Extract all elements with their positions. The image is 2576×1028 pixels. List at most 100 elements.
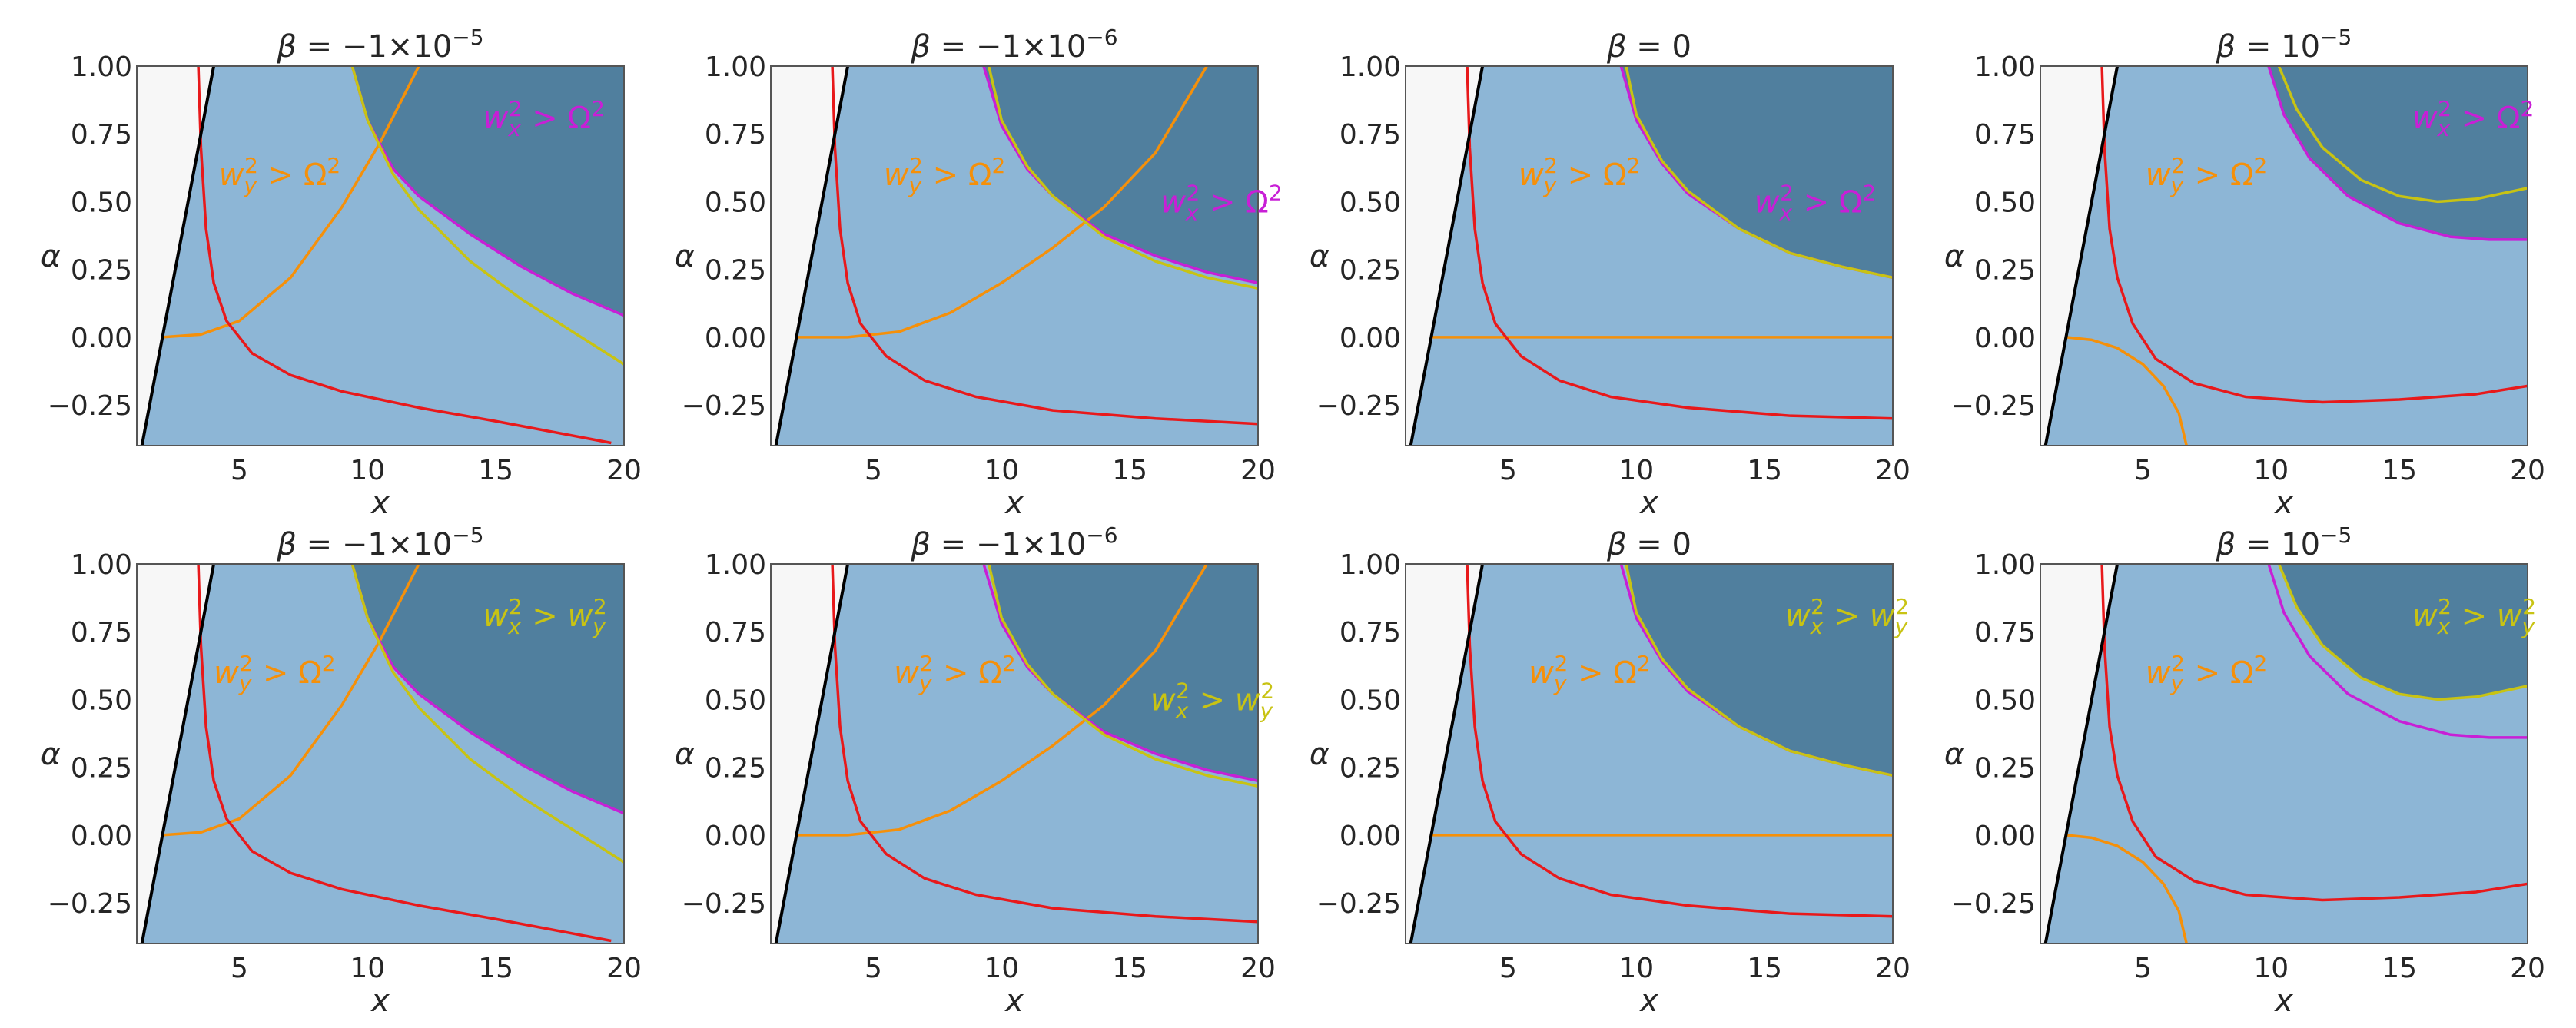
curve-orange	[2066, 834, 2188, 943]
panel-r2c4: 5 10 15 20 −0.25 0.00 0.25 0.50 0.75 1.00 x α β = 10…	[1944, 522, 2545, 1019]
x-tick-label: 5	[1499, 455, 1517, 486]
plot-area	[771, 564, 1258, 943]
panel-title: β = −1×10−5	[276, 25, 483, 65]
curve-black	[774, 564, 850, 943]
y-tick-label: 1.00	[705, 549, 766, 581]
plot-area	[2040, 66, 2528, 446]
y-tick-label: 0.75	[1339, 119, 1401, 151]
region-annotation: wx2 > wy2	[1785, 594, 1909, 639]
dark-region	[988, 564, 1258, 781]
axes-frame	[1405, 65, 1894, 446]
curve-red	[197, 564, 612, 943]
x-tick-label: 20	[606, 953, 642, 984]
curve-orange	[796, 66, 1208, 339]
y-tick-label: −0.25	[48, 888, 132, 920]
y-tick-label: 0.50	[705, 187, 766, 218]
x-tick-label: 15	[478, 953, 513, 984]
y-axis-label: α	[41, 737, 61, 772]
panel-r1c2: 5 10 15 20 −0.25 0.00 0.25 0.50 0.75 1.00 x α β = −1…	[675, 25, 1283, 521]
y-tick-label: 0.25	[1974, 255, 2036, 287]
curve-black	[2043, 66, 2120, 446]
curve-black	[2043, 564, 2120, 943]
x-tick-label: 20	[2510, 953, 2545, 984]
y-tick-label: 0.00	[1974, 821, 2036, 852]
panel-r2c2: 5 10 15 20 −0.25 0.00 0.25 0.50 0.75 1.00 x α β = −1…	[675, 522, 1276, 1019]
axes-frame	[136, 563, 625, 944]
y-tick-label: 0.75	[1339, 617, 1401, 648]
y-tick-label: 0.50	[1974, 685, 2036, 716]
x-tick-label: 10	[984, 953, 1019, 984]
x-axis-label: x	[370, 486, 390, 521]
x-tick-label: 15	[2382, 953, 2417, 984]
axes-frame	[770, 563, 1259, 944]
plot-area	[771, 66, 1258, 446]
panel-r1c1: 5 10 15 20 −0.25 0.00 0.25 0.50 0.75 1.00 x α β = −1…	[41, 25, 642, 521]
y-tick-label: −0.25	[682, 390, 766, 422]
y-tick-label: 1.00	[1339, 51, 1401, 83]
x-tick-label: 10	[2253, 953, 2289, 984]
y-tick-label: 0.25	[1339, 255, 1401, 287]
y-tick-label: 1.00	[71, 51, 132, 83]
y-tick-label: 1.00	[1974, 549, 2036, 581]
panel-title: β = 0	[1606, 527, 1691, 562]
y-tick-label: 0.00	[1339, 323, 1401, 354]
x-tick-label: 10	[984, 455, 1019, 486]
y-tick-label: 1.00	[71, 549, 132, 581]
x-axis-label: x	[370, 983, 390, 1019]
panel-title: β = 0	[1606, 29, 1691, 65]
dark-region	[983, 66, 1258, 284]
curve-yellow	[2277, 66, 2528, 204]
x-tick-label: 20	[606, 455, 642, 486]
y-tick-label: −0.25	[1316, 888, 1401, 920]
x-tick-label: 5	[231, 455, 248, 486]
y-tick-label: −0.25	[1951, 888, 2036, 920]
panel-r2c3: 5 10 15 20 −0.25 0.00 0.25 0.50 0.75 1.00 x α β = 0 w…	[1310, 527, 1910, 1019]
axes-frame	[2040, 563, 2528, 944]
x-tick-label: 5	[865, 953, 882, 984]
curve-yellow	[1625, 66, 1893, 279]
curve-black	[1409, 66, 1485, 446]
curve-yellow	[987, 66, 1258, 290]
axes-frame	[136, 65, 625, 446]
curve-yellow	[987, 564, 1258, 788]
region-annotation: wx2 > wy2	[1150, 678, 1274, 723]
x-tick-label: 10	[1618, 953, 1654, 984]
curve-red	[2100, 564, 2528, 902]
region-annotation: wx2 > Ω2	[1160, 180, 1282, 225]
x-tick-label: 20	[1240, 455, 1276, 486]
x-tick-label: 20	[1875, 953, 1910, 984]
x-tick-label: 15	[1112, 455, 1147, 486]
y-tick-label: 0.00	[705, 821, 766, 852]
curve-magenta	[2267, 66, 2528, 241]
y-tick-label: 1.00	[1974, 51, 2036, 83]
panel-r1c4: 5 10 15 20 −0.25 0.00 0.25 0.50 0.75 1.00 x α β = 10…	[1944, 25, 2545, 521]
y-tick-label: 0.75	[705, 617, 766, 648]
axes-frame	[770, 65, 1259, 446]
panel-r1c3: 5 10 15 20 −0.25 0.00 0.25 0.50 0.75 1.00 x α β = 0 w…	[1310, 29, 1910, 521]
x-tick-label: 20	[1240, 953, 1276, 984]
plot-area	[1406, 564, 1893, 943]
region-annotation: wy2 > Ω2	[894, 651, 1015, 696]
curve-black	[1409, 564, 1485, 943]
curve-red	[2100, 66, 2528, 404]
y-tick-label: 0.75	[71, 119, 132, 151]
x-axis-label: x	[1004, 486, 1024, 521]
y-axis-label: α	[675, 737, 695, 772]
x-tick-label: 20	[1875, 455, 1910, 486]
dark-region	[352, 66, 624, 316]
y-tick-label: −0.25	[682, 888, 766, 920]
curve-red	[197, 66, 612, 445]
x-tick-label: 5	[2134, 455, 2152, 486]
y-tick-label: 0.50	[71, 187, 132, 218]
y-tick-label: 0.25	[71, 255, 132, 287]
x-axis-label: x	[2273, 486, 2293, 521]
y-tick-label: 0.50	[705, 685, 766, 716]
region-annotation: wx2 > Ω2	[2412, 96, 2534, 141]
y-tick-label: 0.00	[1974, 323, 2036, 354]
panel-title: β = −1×10−5	[276, 522, 483, 562]
x-tick-label: 10	[350, 455, 385, 486]
y-tick-label: 0.75	[1974, 617, 2036, 648]
curve-magenta	[2267, 564, 2528, 739]
x-tick-label: 10	[2253, 455, 2289, 486]
region-annotation: wy2 > Ω2	[2146, 651, 2267, 696]
